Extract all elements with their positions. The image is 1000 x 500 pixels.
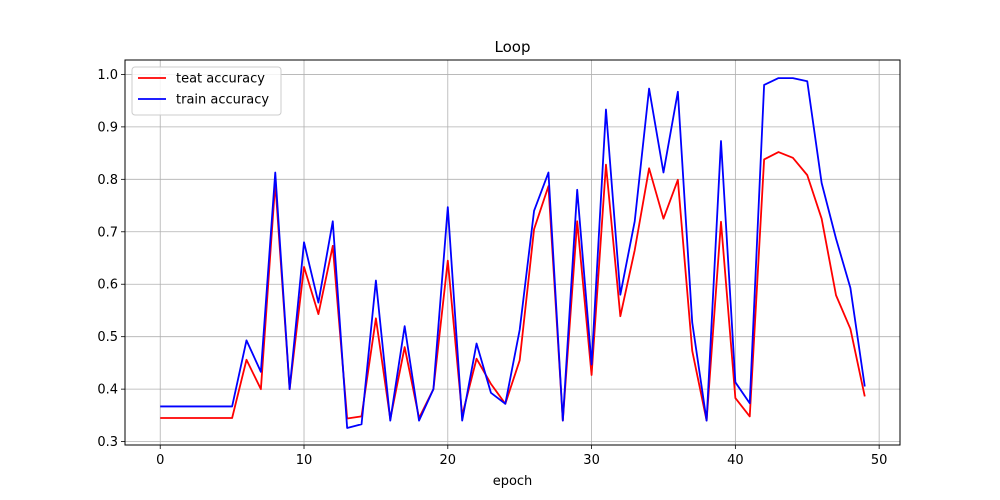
y-axis: 0.3 0.4 0.5 0.6 0.7 0.8 0.9 1.0 xyxy=(97,68,125,450)
y-tick-label: 0.4 xyxy=(97,383,118,398)
y-tick-label: 0.8 xyxy=(97,173,118,188)
y-tick-label: 0.6 xyxy=(97,278,118,293)
x-tick-label: 0 xyxy=(156,453,164,468)
grid xyxy=(125,60,900,445)
plot-frame xyxy=(124,59,901,446)
legend-box xyxy=(131,66,282,116)
x-axis: 0 10 20 30 40 50 xyxy=(156,445,887,468)
x-tick-label: 40 xyxy=(727,453,744,468)
series-line-train-accuracy xyxy=(160,77,866,429)
legend: teat accuracy train accuracy xyxy=(131,66,282,116)
x-tick-label: 50 xyxy=(871,453,888,468)
x-tick-label: 30 xyxy=(583,453,600,468)
x-axis-label: epoch xyxy=(493,474,533,489)
y-tick-label: 1.0 xyxy=(97,68,118,83)
y-tick-label: 0.9 xyxy=(97,120,118,135)
x-tick-label: 10 xyxy=(296,453,313,468)
y-tick-label: 0.3 xyxy=(97,435,118,450)
chart-title: Loop xyxy=(495,38,531,56)
legend-label: teat accuracy xyxy=(176,72,265,87)
y-tick-label: 0.5 xyxy=(97,330,118,345)
x-tick-label: 20 xyxy=(440,453,457,468)
y-tick-label: 0.7 xyxy=(97,225,118,240)
series-layer xyxy=(160,77,866,429)
legend-label: train accuracy xyxy=(176,93,269,108)
